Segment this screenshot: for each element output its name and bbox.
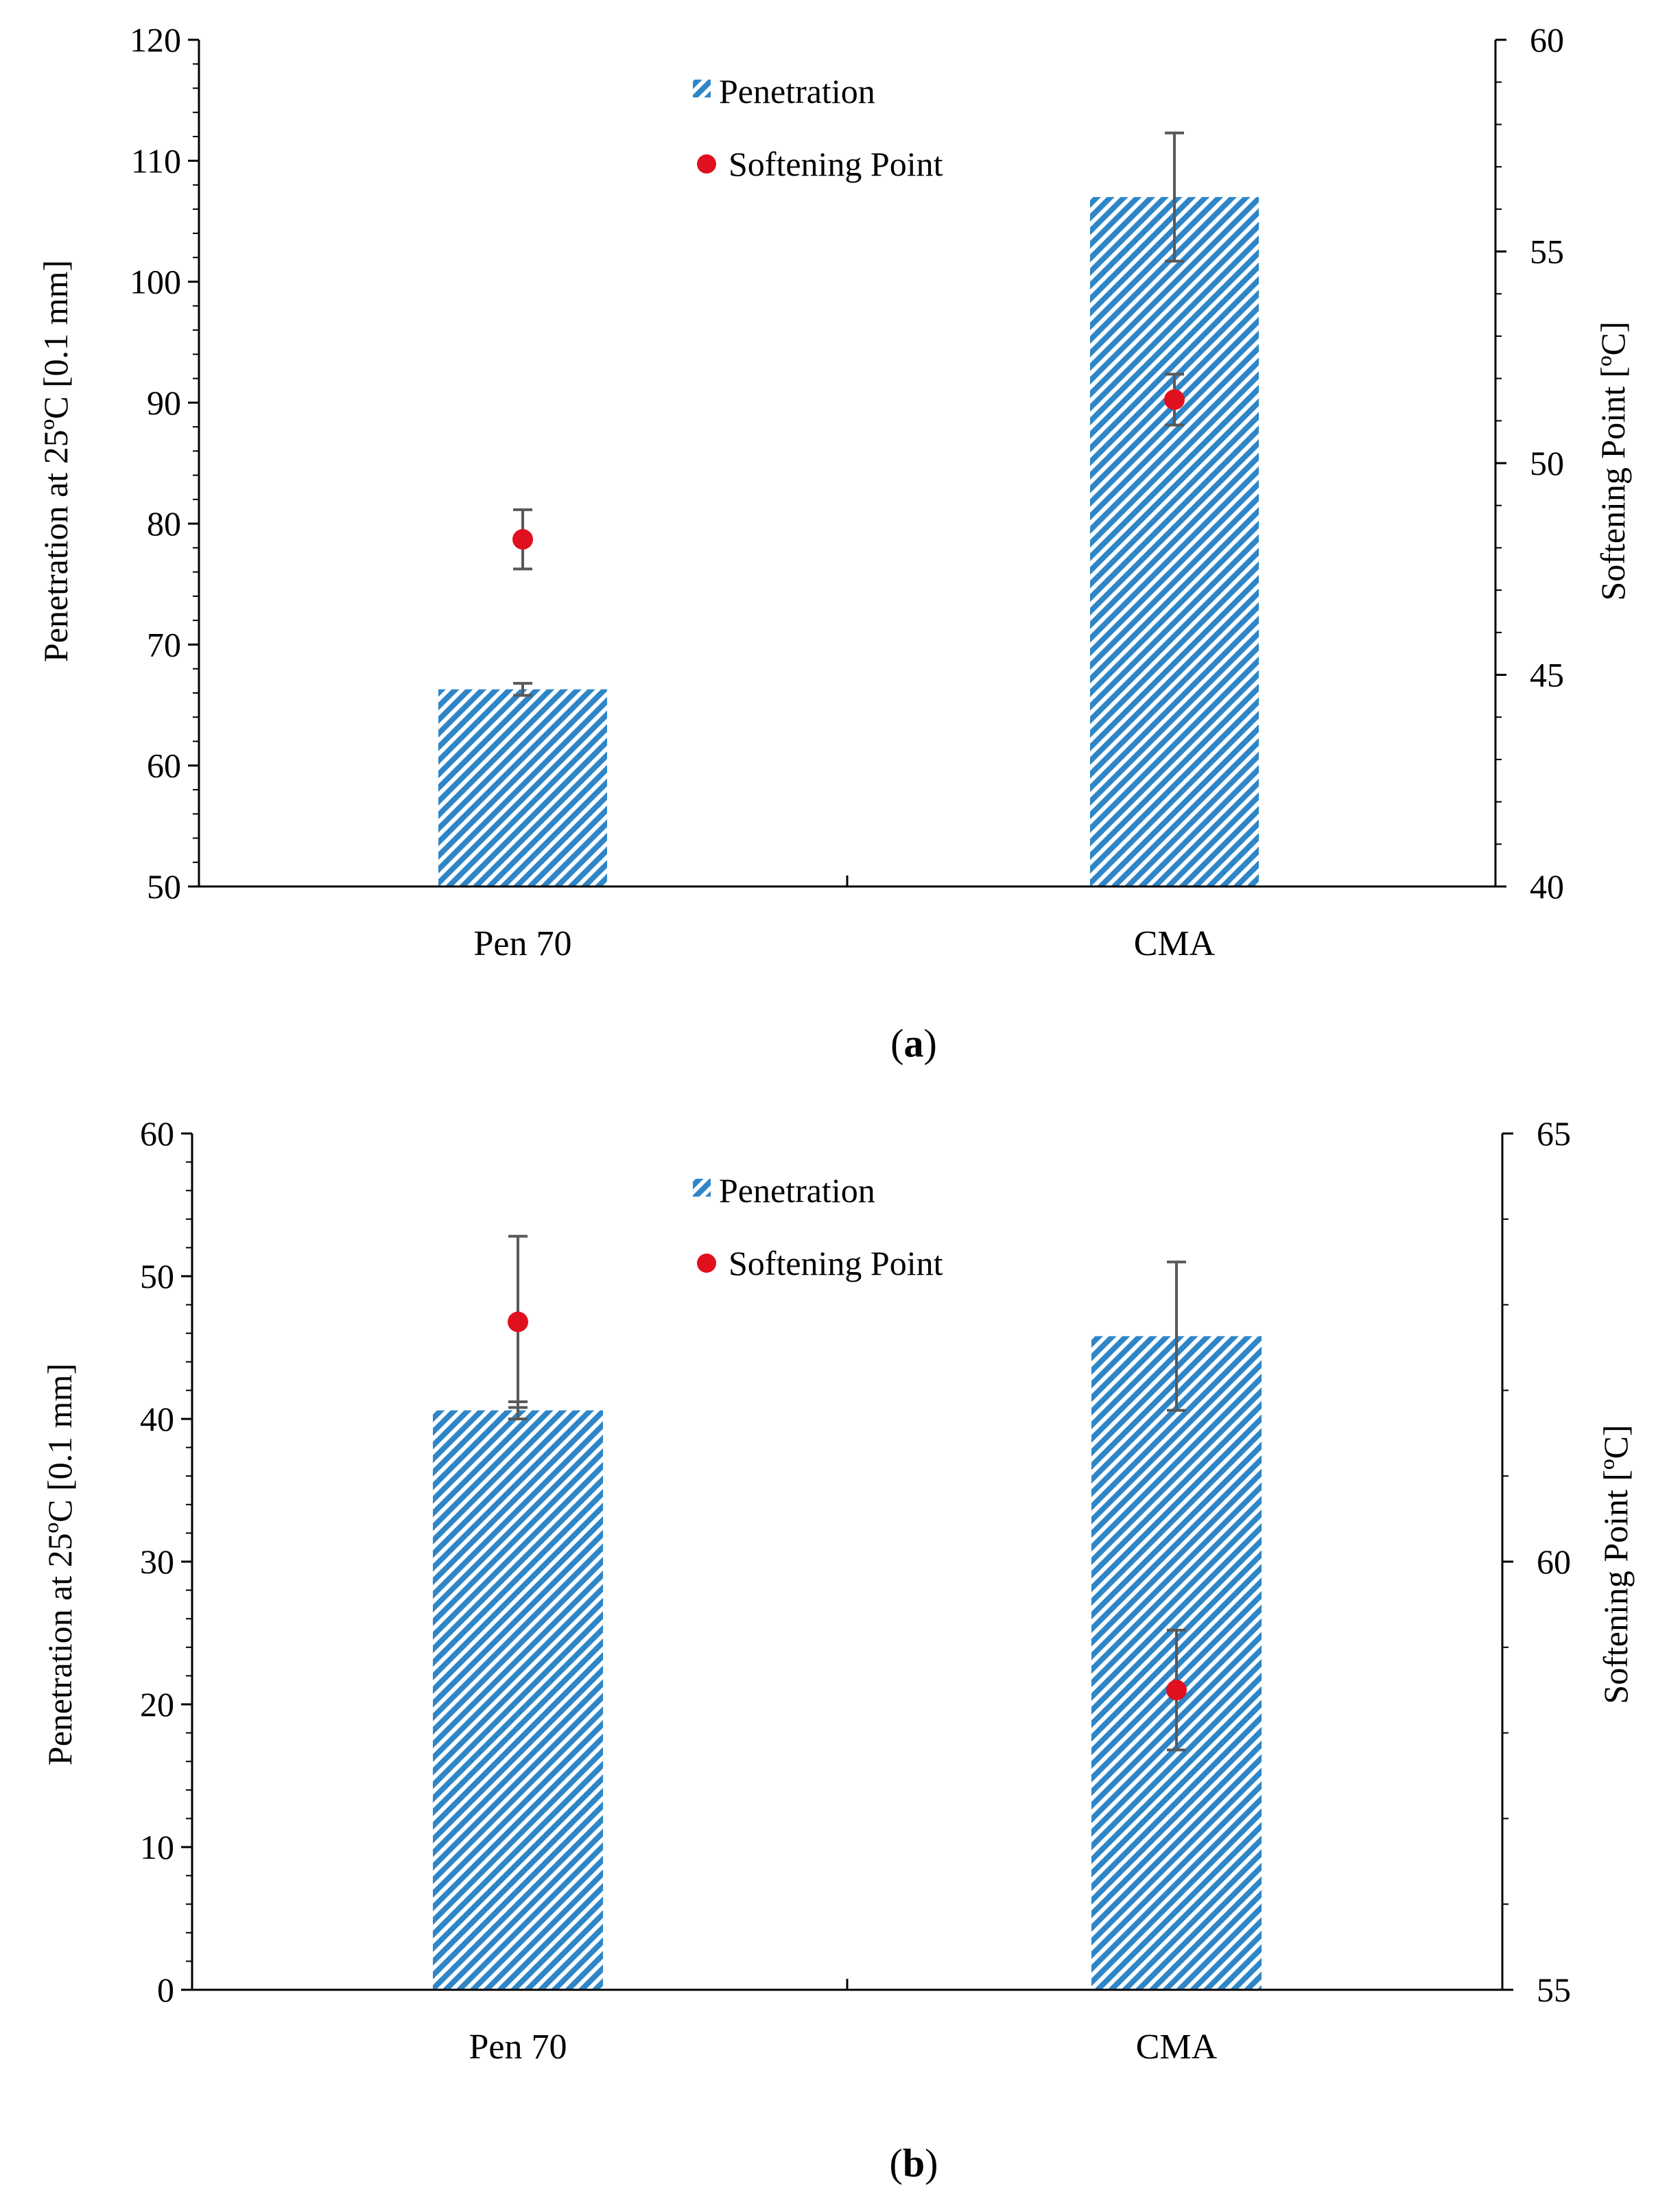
penetration-error-bar — [1165, 131, 1184, 263]
panel-b-category-labels: Pen 70 CMA — [469, 2028, 1218, 2067]
left-tick-label: 50 — [147, 867, 181, 906]
penetration-error-bar — [1167, 1260, 1186, 1412]
penetration-error-bar — [513, 681, 532, 697]
panel-b-error-bars — [508, 1234, 1186, 1752]
panel-a-label: (a) — [890, 1021, 937, 1066]
panel-b: 0 10 20 30 40 50 60 55 60 65 Pen 70 CMA Penetrati… — [40, 1114, 1635, 2185]
panel-a-bars — [438, 197, 1259, 887]
panel-a-category-labels: Pen 70 CMA — [474, 924, 1216, 963]
left-tick-label: 100 — [130, 263, 181, 301]
softening-point-marker — [1164, 389, 1185, 410]
softening-point-marker — [508, 1311, 528, 1332]
penetration-bar — [1090, 197, 1259, 887]
panel-a-y-axis-title: Penetration at 25ºC [0.1 mm] — [36, 260, 75, 662]
panel-b-left-ticks: 0 10 20 30 40 50 60 — [140, 1114, 192, 2009]
category-label: CMA — [1136, 2028, 1218, 2067]
panel-a-right-ticks: 40 45 50 55 60 — [1495, 21, 1564, 906]
left-tick-label: 90 — [147, 384, 181, 422]
left-tick-label: 120 — [130, 21, 181, 59]
panel-b-label: (b) — [890, 2141, 938, 2185]
panel-a-legend-swatch-penetration — [693, 80, 711, 97]
panel-a: 50 60 70 80 90 100 110 120 40 45 50 55 60 Pen 70 CMA… — [36, 21, 1632, 1066]
category-label: Pen 70 — [474, 924, 572, 963]
right-tick-label: 60 — [1530, 21, 1564, 59]
left-tick-label: 80 — [147, 504, 181, 543]
left-tick-label: 60 — [140, 1114, 174, 1153]
right-tick-label: 45 — [1530, 656, 1564, 694]
softening-point-marker — [1166, 1680, 1187, 1701]
panel-a-legend-label-softening: Softening Point — [729, 145, 943, 183]
panel-a-legend-label-penetration: Penetration — [719, 72, 875, 110]
softening-point-marker — [512, 529, 533, 550]
left-tick-label: 60 — [147, 747, 181, 785]
left-tick-label: 0 — [157, 1971, 174, 2009]
panel-b-points — [508, 1311, 1187, 1701]
panel-b-legend-label-softening: Softening Point — [729, 1244, 943, 1282]
penetration-bar — [433, 1410, 603, 1990]
category-label: Pen 70 — [469, 2028, 567, 2067]
right-tick-label: 40 — [1530, 867, 1564, 906]
penetration-bar — [438, 689, 607, 886]
left-tick-label: 50 — [140, 1257, 174, 1295]
right-tick-label: 50 — [1530, 444, 1564, 482]
panel-b-y2-axis-title: Softening Point [ºC] — [1596, 1424, 1635, 1704]
panel-b-legend-label-penetration: Penetration — [719, 1171, 875, 1210]
left-tick-label: 40 — [140, 1400, 174, 1438]
panel-b-legend: Penetration Softening Point — [693, 1171, 943, 1282]
panel-b-right-ticks: 55 60 65 — [1502, 1114, 1571, 2009]
panel-b-legend-swatch-penetration — [693, 1179, 711, 1197]
panel-b-legend-marker-softening — [697, 1254, 716, 1273]
left-tick-label: 110 — [131, 141, 181, 180]
panel-a-error-bars — [513, 131, 1184, 697]
left-tick-label: 30 — [140, 1542, 174, 1581]
panel-a-legend-marker-softening — [697, 154, 716, 174]
panel-a-y2-axis-title: Softening Point [ºC] — [1594, 321, 1632, 600]
panel-a-legend: Penetration Softening Point — [693, 72, 943, 183]
panel-b-y-axis-title: Penetration at 25ºC [0.1 mm] — [40, 1363, 79, 1765]
left-tick-label: 10 — [140, 1828, 174, 1866]
panel-a-left-ticks: 50 60 70 80 90 100 110 120 — [130, 21, 199, 906]
right-tick-label: 55 — [1537, 1971, 1571, 2009]
left-tick-label: 70 — [147, 625, 181, 663]
left-tick-label: 20 — [140, 1685, 174, 1724]
right-tick-label: 60 — [1537, 1542, 1571, 1581]
panel-b-bars — [433, 1336, 1262, 1990]
panel-a-points — [512, 389, 1185, 550]
right-tick-label: 65 — [1537, 1114, 1571, 1153]
category-label: CMA — [1134, 924, 1216, 963]
right-tick-label: 55 — [1530, 233, 1564, 271]
